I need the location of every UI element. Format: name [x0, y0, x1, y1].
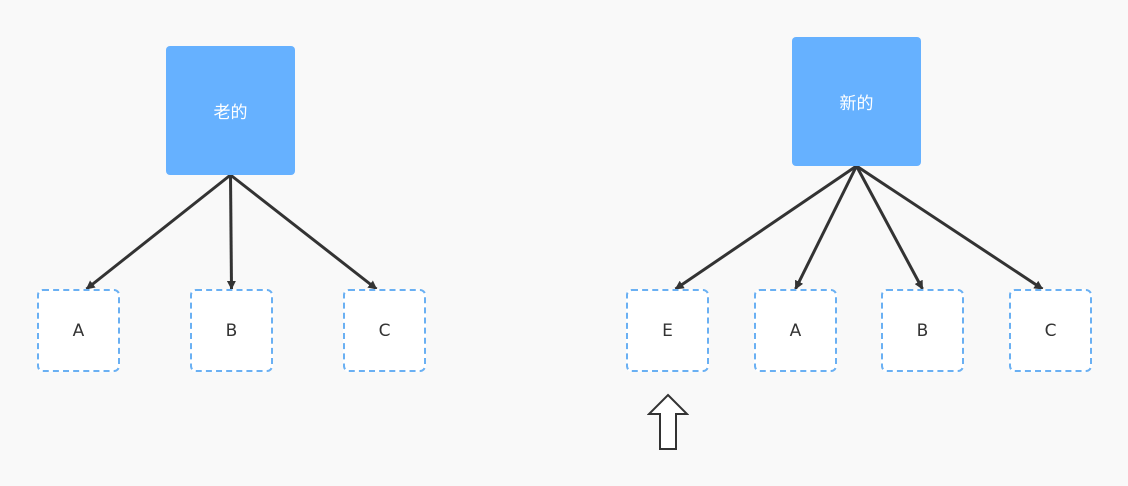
new-child-node-c: C	[1009, 289, 1092, 372]
tree-edges	[85, 164, 1044, 291]
new-root-node: 新的	[792, 37, 921, 166]
old-child-label: C	[378, 320, 391, 341]
old-child-label: A	[72, 320, 85, 341]
new-child-node-b: B	[881, 289, 964, 372]
new-child-node-a: A	[754, 289, 837, 372]
new-child-label: C	[1044, 320, 1057, 341]
new-edge-to-e	[674, 164, 858, 291]
old-root-label: 老的	[213, 103, 248, 123]
old-child-node-c: C	[343, 289, 426, 372]
new-root-label: 新的	[839, 94, 874, 114]
new-child-label: E	[662, 320, 673, 341]
up-arrow-outline-icon	[647, 393, 689, 450]
new-child-node-e: E	[626, 289, 709, 372]
new-edge-to-a	[794, 165, 858, 290]
new-child-label: A	[789, 320, 802, 341]
old-child-node-a: A	[37, 289, 120, 372]
old-child-label: B	[225, 320, 238, 341]
new-edge-to-c	[855, 164, 1044, 291]
new-edge-to-b	[855, 165, 924, 290]
old-child-node-b: B	[190, 289, 273, 372]
new-child-label: B	[916, 320, 929, 341]
old-root-node: 老的	[166, 46, 295, 175]
old-edge-to-a	[85, 173, 232, 291]
old-edge-to-b	[226, 174, 236, 290]
old-edge-to-c	[229, 173, 378, 291]
